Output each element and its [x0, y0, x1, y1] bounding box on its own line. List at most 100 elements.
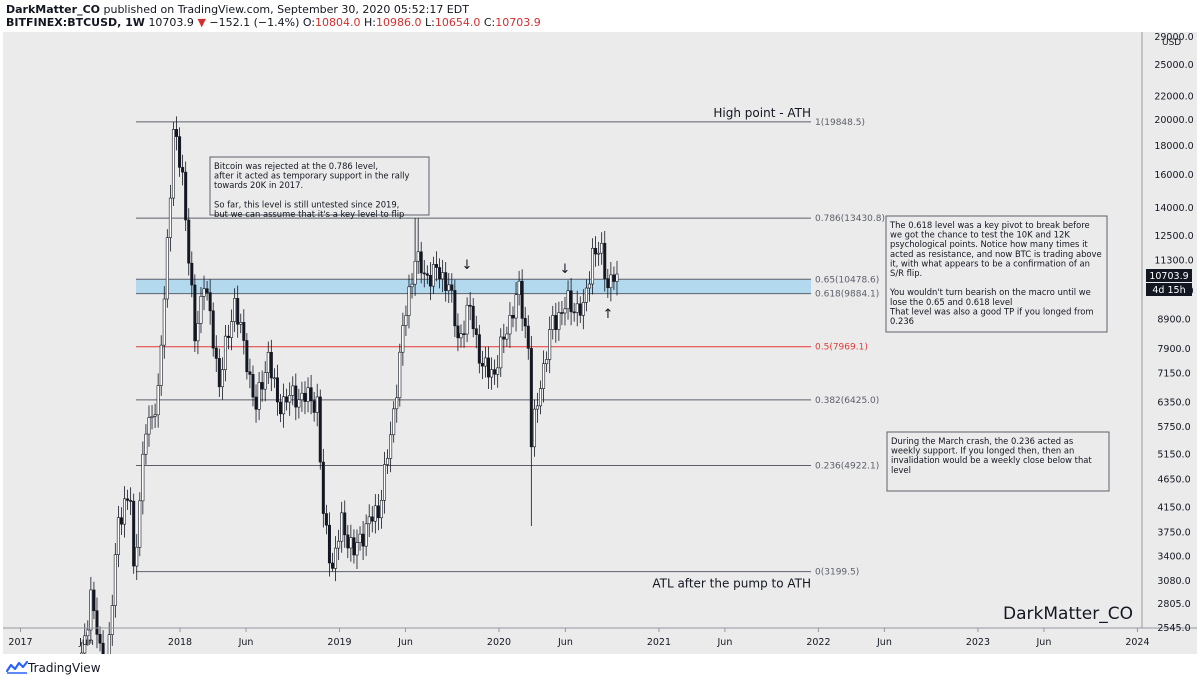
candle-down: [285, 396, 289, 403]
candle-down: [98, 634, 102, 644]
candle-up: [447, 284, 451, 291]
candle-down: [361, 533, 365, 547]
candle-down: [468, 304, 472, 307]
note-march-crash[interactable]: During the March crash, the 0.236 acted …: [886, 431, 1110, 492]
fib-level-label: 0.618(9884.1): [815, 290, 879, 300]
candle-up: [499, 336, 503, 369]
price-chart[interactable]: 1(19848.5) 0.786(13430.8) 0.65(10478.6) 0.6…: [3, 32, 1197, 680]
candle-down: [569, 290, 573, 313]
note-line: You wouldn't turn bearish on the macro u…: [889, 287, 1091, 297]
candle-up: [609, 274, 613, 289]
candle-up: [230, 321, 234, 338]
candle-up: [272, 377, 276, 380]
current-price-value: 10703.9: [1149, 271, 1188, 282]
time-tick-label: 2023: [966, 637, 990, 648]
note-line: acted as resistance, and now BTC is trad…: [890, 249, 1102, 259]
candle-down: [175, 129, 179, 137]
price-tick-label: 14000.0: [1154, 203, 1193, 214]
candle-down: [554, 315, 558, 330]
candle-down: [129, 500, 133, 502]
candle-up: [404, 315, 408, 326]
note-0618-pivot-frame: [885, 215, 1108, 333]
note-line: lose the 0.65 and 0.618 level: [890, 297, 1012, 307]
time-tick-label: Jun: [717, 637, 733, 648]
candle-down: [422, 272, 426, 275]
candle-down: [480, 362, 484, 367]
note-line: level: [891, 465, 911, 475]
candle-down: [603, 242, 607, 279]
time-tick-label: Jun: [557, 637, 573, 648]
candle-down: [95, 610, 99, 635]
tradingview-logo-icon[interactable]: [6, 660, 28, 674]
candle-up: [364, 523, 368, 547]
close-label: C:: [483, 16, 496, 29]
candle-down: [254, 396, 258, 410]
candle-up: [147, 417, 151, 435]
up-arrow-icon: ↑: [603, 307, 614, 322]
candle-down: [376, 505, 380, 519]
candle-up: [223, 335, 227, 370]
price-tick-label: 3750.0: [1157, 527, 1190, 538]
candle-up: [334, 547, 338, 569]
price-tick-label: 6350.0: [1157, 398, 1190, 409]
candle-up: [306, 387, 310, 402]
tradingview-brand[interactable]: TradingView: [28, 661, 101, 675]
close-value: 10703.9: [495, 16, 541, 29]
candle-down: [242, 322, 246, 341]
time-tick-label: Jun: [1036, 637, 1052, 648]
publisher-name[interactable]: DarkMatter_CO: [6, 3, 100, 16]
candle-up: [153, 414, 157, 417]
candle-up: [300, 392, 304, 401]
candle-up: [395, 397, 399, 410]
price-tick-label: 2545.0: [1157, 623, 1190, 634]
candle-down: [526, 325, 530, 349]
price-tick-label: 8900.0: [1157, 315, 1190, 326]
candle-up: [349, 537, 353, 549]
candle-down: [352, 537, 356, 556]
candle-up: [407, 286, 411, 316]
candle-up: [459, 333, 463, 339]
candle-up: [266, 352, 270, 373]
candle-down: [572, 311, 576, 314]
candle-down: [178, 136, 182, 168]
candle-down: [248, 371, 252, 375]
candle-up: [379, 500, 383, 519]
candle-up: [532, 408, 536, 448]
time-tick-label: Jun: [78, 637, 94, 648]
candle-up: [496, 367, 500, 375]
candle-down: [208, 292, 212, 312]
candle-down: [594, 247, 598, 255]
symbol-name[interactable]: BITFINEX:BTCUSD, 1W: [6, 16, 145, 29]
price-tick-label: 22000.0: [1154, 92, 1193, 103]
candle-down: [435, 264, 439, 268]
price-tick-label: 29000.0: [1154, 32, 1193, 43]
candle-down: [511, 315, 515, 319]
fib-level-label: 0.65(10478.6): [815, 275, 879, 285]
candle-down: [502, 336, 506, 340]
candle-down: [184, 171, 188, 221]
note-0786-level[interactable]: Bitcoin was rejected at the 0.786 level,…: [209, 156, 430, 219]
candle-up: [563, 308, 567, 314]
candle-down: [425, 273, 429, 276]
candle-down: [456, 325, 460, 339]
note-line: S/R flip.: [890, 268, 922, 278]
note-line: but we can assume that it's a key level …: [214, 209, 404, 219]
candle-up: [220, 369, 224, 388]
fib-level-label: 0.5(7969.1): [815, 343, 868, 353]
candle-down: [312, 400, 316, 413]
chart-area[interactable]: 1(19848.5) 0.786(13430.8) 0.65(10478.6) 0.6…: [3, 32, 1197, 680]
candle-up: [597, 252, 601, 255]
candle-up: [340, 512, 344, 542]
current-price-badge: 10703.9 4d 15h: [1146, 269, 1192, 296]
candle-up: [165, 237, 169, 300]
note-0618-pivot[interactable]: The 0.618 level was a key pivot to break…: [885, 215, 1108, 333]
candle-down: [493, 369, 497, 375]
candle-up: [566, 290, 570, 310]
price-tick-label: 4650.0: [1157, 474, 1190, 485]
price-tick-label: 11300.0: [1154, 256, 1193, 267]
candle-down: [214, 347, 218, 359]
candle-up: [116, 517, 120, 555]
time-tick-label: 2024: [1125, 637, 1149, 648]
candle-up: [315, 396, 319, 413]
down-arrow-icon: ↓: [462, 258, 473, 273]
